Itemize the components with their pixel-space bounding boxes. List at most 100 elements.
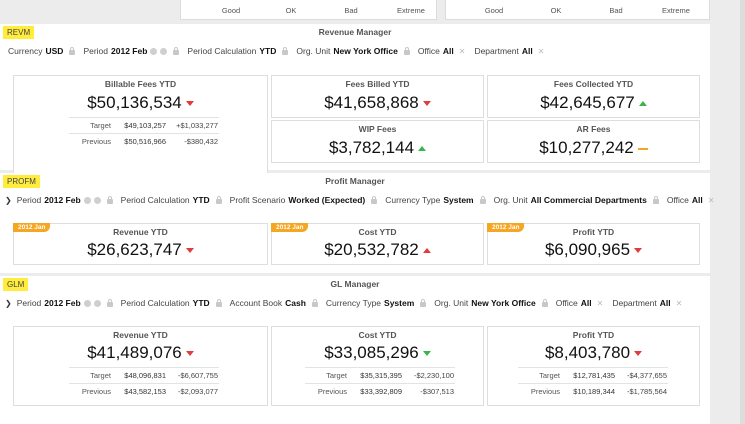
previous-row: Previous $43,582,153 -$2,093,077 [69, 383, 219, 399]
card-title: Revenue YTD [113, 227, 168, 237]
filter-office[interactable]: Office All [666, 195, 703, 205]
card-title: Cost YTD [358, 330, 397, 340]
cost-ytd-card[interactable]: 2012 Jan Cost YTD $20,532,782 [271, 223, 484, 265]
trend-down-icon [634, 248, 643, 254]
wip-fees-card[interactable]: WIP Fees $3,782,144 [271, 120, 484, 163]
card-value: $20,532,782 [272, 240, 483, 260]
trend-down-icon [185, 248, 194, 254]
collapse-chevron-icon[interactable]: ❯ [5, 195, 12, 205]
remove-office-icon[interactable]: ✕ [707, 195, 715, 205]
filter-org-unit[interactable]: Org. Unit All Commercial Departments [493, 195, 647, 205]
lock-icon [541, 298, 548, 307]
previous-row: Previous $33,392,809 -$307,513 [305, 383, 455, 399]
panel-title: Profit Manager [325, 176, 385, 186]
trend-up-icon [418, 146, 427, 152]
gl-profit-card[interactable]: Profit YTD $8,403,780 Target $12,781,435-… [487, 326, 700, 406]
prev-period-icon[interactable] [150, 47, 158, 55]
comparison-table: Target $35,315,395 -$2,230,100 Previous $33… [305, 367, 455, 399]
legend-ok: OK [285, 6, 297, 15]
card-value: $41,489,076 [14, 343, 267, 363]
target-row: Target $12,781,435 -$4,377,655 [518, 367, 668, 383]
trend-down-icon [185, 101, 194, 107]
profit-ytd-card[interactable]: 2012 Jan Profit YTD $6,090,965 [487, 223, 700, 265]
filter-period-calculation[interactable]: Period Calculation YTD [120, 298, 210, 308]
lock-icon [215, 195, 222, 204]
filter-bar: Currency USD Period 2012 Feb Period Calcul… [8, 43, 553, 59]
filter-profit-scenario[interactable]: Profit Scenario Worked (Expected) [229, 195, 366, 205]
comparison-table: Target $12,781,435 -$4,377,655 Previous $10… [518, 367, 668, 399]
legend-bad: Bad [344, 6, 358, 15]
billable-fees-card[interactable]: Billable Fees YTD $50,136,534 Target $49,… [13, 75, 268, 181]
trend-down-icon [185, 351, 194, 357]
card-title: Profit YTD [572, 330, 615, 340]
fees-billed-card[interactable]: Fees Billed YTD $41,658,868 [271, 75, 484, 118]
card-title: Fees Billed YTD [345, 79, 410, 89]
lock-icon [479, 195, 486, 204]
panel-title: Revenue Manager [318, 27, 392, 37]
target-row: Target $48,096,831 -$6,607,755 [69, 367, 219, 383]
filter-period[interactable]: Period 2012 Feb [16, 195, 81, 205]
fees-collected-card[interactable]: Fees Collected YTD $42,645,677 [487, 75, 700, 118]
legend-good: Good [484, 6, 504, 15]
card-title: Cost YTD [358, 227, 397, 237]
ar-fees-card[interactable]: AR Fees $10,277,242 [487, 120, 700, 163]
trend-down-icon [634, 351, 643, 357]
lock-icon [106, 298, 113, 307]
filter-period-calculation[interactable]: Period Calculation YTD [187, 46, 277, 56]
next-period-icon[interactable] [93, 299, 101, 307]
gl-cost-card[interactable]: Cost YTD $33,085,296 Target $35,315,395 -$… [271, 326, 484, 406]
filter-account-book[interactable]: Account Book Cash [229, 298, 306, 308]
vertical-scrollbar[interactable] [740, 0, 745, 424]
panel-tag-glm: GLM [3, 278, 29, 291]
filter-currency-type[interactable]: Currency Type System [385, 195, 474, 205]
filter-currency-type[interactable]: Currency Type System [325, 298, 415, 308]
legend-extreme: Extreme [397, 6, 425, 15]
filter-department[interactable]: Department All [612, 298, 671, 308]
filter-org-unit[interactable]: Org. Unit New York Office [434, 298, 536, 308]
card-title: Profit YTD [572, 227, 615, 237]
trend-up-icon [422, 248, 431, 254]
prev-period-icon[interactable] [83, 299, 91, 307]
comparison-table: Target $49,103,257 +$1,033,277 Previous $50… [69, 117, 219, 149]
next-period-icon[interactable] [93, 196, 101, 204]
card-title: Fees Collected YTD [553, 79, 634, 89]
profit-manager-panel: PROFM Profit Manager ❯ Period 2012 Feb Pe… [0, 173, 714, 273]
remove-department-icon[interactable]: ✕ [675, 298, 683, 308]
legend-strip-right: Good OK Bad Extreme [445, 0, 710, 20]
next-period-icon[interactable] [160, 47, 168, 55]
revenue-ytd-card[interactable]: 2012 Jan Revenue YTD $26,623,747 [13, 223, 268, 265]
trend-flat-icon [637, 147, 648, 150]
prev-period-icon[interactable] [83, 196, 91, 204]
filter-period[interactable]: Period 2012 Feb [16, 298, 81, 308]
trend-down-icon [422, 101, 431, 107]
legend-strip-left: Good OK Bad Extreme [180, 0, 437, 20]
lock-icon [371, 195, 378, 204]
filter-office[interactable]: Office All [555, 298, 592, 308]
lock-icon [69, 46, 76, 55]
card-value: $8,403,780 [488, 343, 699, 363]
card-value: $42,645,677 [488, 93, 699, 113]
card-value: $6,090,965 [488, 240, 699, 260]
filter-bar: ❯ Period 2012 Feb Period Calculation YTD P… [0, 192, 723, 208]
remove-office-icon[interactable]: ✕ [458, 46, 466, 56]
lock-icon [403, 46, 410, 55]
gl-revenue-card[interactable]: Revenue YTD $41,489,076 Target $48,096,83… [13, 326, 268, 406]
trend-up-icon [638, 101, 647, 107]
lock-icon [215, 298, 222, 307]
filter-currency[interactable]: Currency USD [8, 46, 64, 56]
filter-period-calculation[interactable]: Period Calculation YTD [120, 195, 210, 205]
panel-title: GL Manager [330, 279, 380, 289]
period-badge: 2012 Jan [271, 223, 309, 232]
collapse-chevron-icon[interactable]: ❯ [5, 298, 12, 308]
filter-org-unit[interactable]: Org. Unit New York Office [296, 46, 398, 56]
card-value: $33,085,296 [272, 343, 483, 363]
remove-department-icon[interactable]: ✕ [537, 46, 545, 56]
previous-row: Previous $10,189,344 -$1,785,564 [518, 383, 668, 399]
card-title: AR Fees [576, 124, 611, 134]
filter-office[interactable]: Office All [417, 46, 454, 56]
filter-period[interactable]: Period 2012 Feb [83, 46, 148, 56]
remove-office-icon[interactable]: ✕ [596, 298, 604, 308]
card-value: $41,658,868 [272, 93, 483, 113]
filter-department[interactable]: Department All [474, 46, 533, 56]
card-value: $3,782,144 [272, 138, 483, 158]
